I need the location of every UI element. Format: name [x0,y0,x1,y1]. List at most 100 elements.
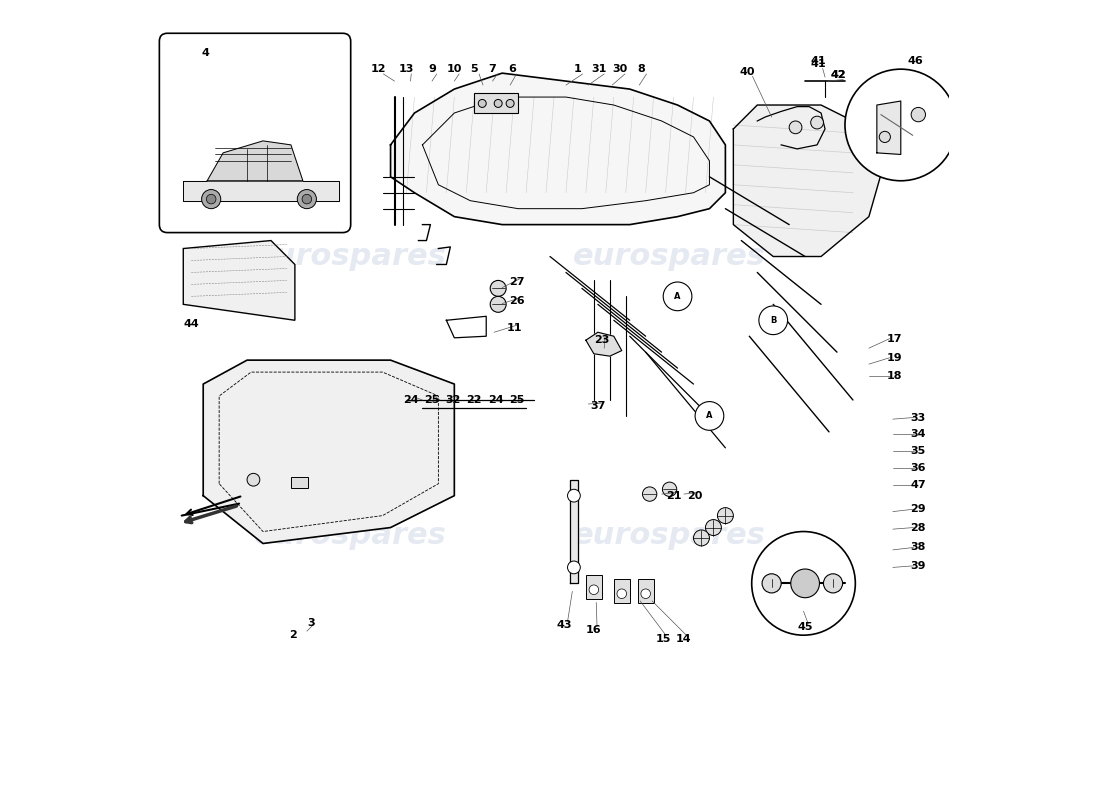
Circle shape [717,508,734,523]
Circle shape [762,574,781,593]
Text: 17: 17 [887,334,902,344]
Text: 43: 43 [557,620,572,630]
Circle shape [568,490,581,502]
Circle shape [506,99,514,107]
Circle shape [789,121,802,134]
Bar [614,579,629,603]
Text: 8: 8 [638,64,646,74]
Text: 26: 26 [508,296,525,306]
Polygon shape [586,332,622,356]
Text: 16: 16 [586,625,602,634]
Bar [586,575,602,599]
Circle shape [663,282,692,310]
Circle shape [695,402,724,430]
Polygon shape [734,105,884,257]
Text: 22: 22 [466,395,482,405]
Text: 24: 24 [403,395,418,405]
FancyBboxPatch shape [160,34,351,233]
Bar [290,477,308,488]
Text: 29: 29 [911,504,926,514]
Text: 18: 18 [887,371,902,381]
Text: 40: 40 [740,66,756,77]
Circle shape [693,530,710,546]
Text: 41: 41 [810,56,826,66]
Text: 11: 11 [506,323,521,334]
Text: 25: 25 [509,395,525,405]
Text: 5: 5 [471,64,478,74]
Text: eurospares: eurospares [573,521,766,550]
Circle shape [207,194,216,204]
Circle shape [791,569,820,598]
Circle shape [302,194,311,204]
Text: B: B [770,316,777,325]
Text: 33: 33 [911,413,926,422]
Circle shape [662,482,676,497]
Text: 9: 9 [428,64,436,74]
Text: 31: 31 [592,64,607,74]
Circle shape [911,107,925,122]
Text: eurospares: eurospares [254,242,447,271]
Circle shape [248,474,260,486]
Text: 20: 20 [688,490,703,501]
Polygon shape [184,181,339,201]
Text: 38: 38 [911,542,926,553]
Circle shape [811,116,824,129]
Text: 24: 24 [488,395,504,405]
Circle shape [705,519,722,535]
Bar [638,579,653,603]
Polygon shape [204,360,454,543]
Text: 39: 39 [911,561,926,571]
Circle shape [845,69,957,181]
Circle shape [641,589,650,598]
Text: 10: 10 [447,64,462,74]
Circle shape [824,574,843,593]
Circle shape [879,131,890,142]
Text: 19: 19 [887,353,902,362]
Circle shape [297,190,317,209]
Circle shape [751,531,856,635]
Text: 28: 28 [911,522,926,533]
Text: 36: 36 [911,462,926,473]
Polygon shape [877,101,901,154]
Circle shape [617,589,627,598]
Circle shape [568,561,581,574]
Text: 12: 12 [371,64,386,74]
Text: 7: 7 [488,64,496,74]
Polygon shape [184,241,295,320]
Text: 44: 44 [184,319,199,330]
Text: 42: 42 [830,70,846,80]
Polygon shape [207,141,302,181]
Circle shape [759,306,788,334]
Text: 45: 45 [798,622,813,632]
Text: 14: 14 [676,634,692,644]
Text: 32: 32 [446,395,461,405]
Text: eurospares: eurospares [254,521,447,550]
Polygon shape [570,480,578,583]
Text: 6: 6 [508,64,516,74]
Text: 41: 41 [810,58,826,69]
Text: 1: 1 [574,64,582,74]
Text: 35: 35 [911,446,926,456]
Text: 13: 13 [399,64,415,74]
Text: 23: 23 [594,335,609,346]
Text: 46: 46 [908,56,923,66]
Circle shape [590,585,598,594]
Text: 42: 42 [830,70,846,80]
Text: 47: 47 [911,480,926,490]
Circle shape [201,190,221,209]
Polygon shape [390,73,725,225]
Text: 2: 2 [289,630,297,640]
Circle shape [491,281,506,296]
Text: eurospares: eurospares [573,242,766,271]
Text: 30: 30 [613,64,628,74]
Text: 25: 25 [425,395,440,405]
Circle shape [491,296,506,312]
Circle shape [478,99,486,107]
Text: 3: 3 [307,618,315,628]
Text: 15: 15 [656,634,671,644]
Text: A: A [674,292,681,301]
Text: 21: 21 [666,490,681,501]
Text: 27: 27 [509,277,525,287]
Text: A: A [706,411,713,421]
Circle shape [642,487,657,502]
